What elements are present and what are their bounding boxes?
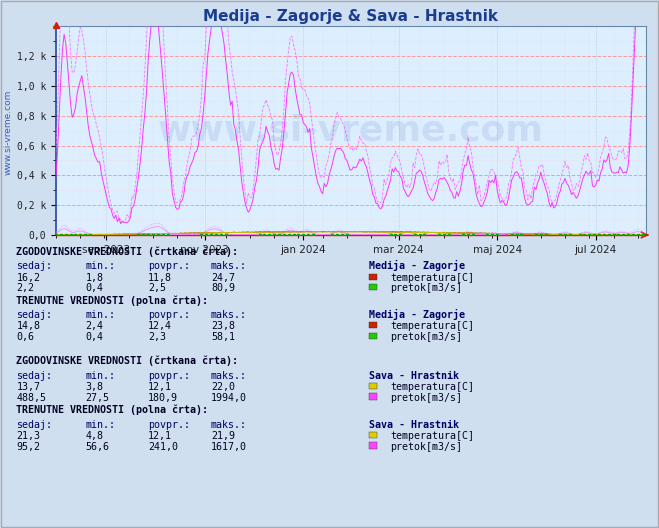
Text: temperatura[C]: temperatura[C] <box>390 273 474 283</box>
Text: povpr.:: povpr.: <box>148 310 190 320</box>
Text: 95,2: 95,2 <box>16 442 40 452</box>
Text: 23,8: 23,8 <box>211 322 235 332</box>
Text: Sava - Hrastnik: Sava - Hrastnik <box>369 420 459 430</box>
Text: pretok[m3/s]: pretok[m3/s] <box>390 332 462 342</box>
Text: 4,8: 4,8 <box>86 431 103 441</box>
Text: 80,9: 80,9 <box>211 284 235 294</box>
Text: temperatura[C]: temperatura[C] <box>390 322 474 332</box>
Text: povpr.:: povpr.: <box>148 261 190 271</box>
Text: 2,2: 2,2 <box>16 284 34 294</box>
Text: 27,5: 27,5 <box>86 393 109 403</box>
Text: 2,5: 2,5 <box>148 284 166 294</box>
Text: 241,0: 241,0 <box>148 442 179 452</box>
Text: 2,3: 2,3 <box>148 332 166 342</box>
Text: 16,2: 16,2 <box>16 273 40 283</box>
Text: 1617,0: 1617,0 <box>211 442 247 452</box>
Text: 58,1: 58,1 <box>211 332 235 342</box>
Text: ZGODOVINSKE VREDNOSTI (črtkana črta):: ZGODOVINSKE VREDNOSTI (črtkana črta): <box>16 356 239 366</box>
Text: maks.:: maks.: <box>211 261 247 271</box>
Text: 11,8: 11,8 <box>148 273 172 283</box>
Text: 1994,0: 1994,0 <box>211 393 247 403</box>
Text: min.:: min.: <box>86 261 116 271</box>
Text: 21,3: 21,3 <box>16 431 40 441</box>
Text: pretok[m3/s]: pretok[m3/s] <box>390 442 462 452</box>
Text: 14,8: 14,8 <box>16 322 40 332</box>
Text: 21,9: 21,9 <box>211 431 235 441</box>
Text: 12,4: 12,4 <box>148 322 172 332</box>
Text: 180,9: 180,9 <box>148 393 179 403</box>
Text: maks.:: maks.: <box>211 371 247 381</box>
Text: povpr.:: povpr.: <box>148 371 190 381</box>
Text: 13,7: 13,7 <box>16 382 40 392</box>
Text: temperatura[C]: temperatura[C] <box>390 431 474 441</box>
Text: min.:: min.: <box>86 310 116 320</box>
Text: pretok[m3/s]: pretok[m3/s] <box>390 284 462 294</box>
Text: 22,0: 22,0 <box>211 382 235 392</box>
Text: 0,4: 0,4 <box>86 332 103 342</box>
Text: min.:: min.: <box>86 420 116 430</box>
Text: sedaj:: sedaj: <box>16 420 53 430</box>
Text: www.si-vreme.com: www.si-vreme.com <box>3 89 13 175</box>
Text: 0,6: 0,6 <box>16 332 34 342</box>
Text: TRENUTNE VREDNOSTI (polna črta):: TRENUTNE VREDNOSTI (polna črta): <box>16 296 208 306</box>
Text: Medija - Zagorje: Medija - Zagorje <box>369 309 465 320</box>
Text: 12,1: 12,1 <box>148 431 172 441</box>
Text: TRENUTNE VREDNOSTI (polna črta):: TRENUTNE VREDNOSTI (polna črta): <box>16 405 208 416</box>
Text: maks.:: maks.: <box>211 420 247 430</box>
Text: temperatura[C]: temperatura[C] <box>390 382 474 392</box>
Text: 488,5: 488,5 <box>16 393 47 403</box>
Text: www.si-vreme.com: www.si-vreme.com <box>158 114 544 148</box>
Text: 56,6: 56,6 <box>86 442 109 452</box>
Text: Sava - Hrastnik: Sava - Hrastnik <box>369 371 459 381</box>
Text: sedaj:: sedaj: <box>16 310 53 320</box>
Text: pretok[m3/s]: pretok[m3/s] <box>390 393 462 403</box>
Text: min.:: min.: <box>86 371 116 381</box>
Text: 1,8: 1,8 <box>86 273 103 283</box>
Text: 2,4: 2,4 <box>86 322 103 332</box>
Text: sedaj:: sedaj: <box>16 261 53 271</box>
Text: 0,4: 0,4 <box>86 284 103 294</box>
Text: sedaj:: sedaj: <box>16 371 53 381</box>
Text: 3,8: 3,8 <box>86 382 103 392</box>
Text: Medija - Zagorje: Medija - Zagorje <box>369 260 465 271</box>
Text: povpr.:: povpr.: <box>148 420 190 430</box>
Text: ZGODOVINSKE VREDNOSTI (črtkana črta):: ZGODOVINSKE VREDNOSTI (črtkana črta): <box>16 247 239 257</box>
Title: Medija - Zagorje & Sava - Hrastnik: Medija - Zagorje & Sava - Hrastnik <box>204 9 498 24</box>
Text: 12,1: 12,1 <box>148 382 172 392</box>
Text: 24,7: 24,7 <box>211 273 235 283</box>
Text: maks.:: maks.: <box>211 310 247 320</box>
